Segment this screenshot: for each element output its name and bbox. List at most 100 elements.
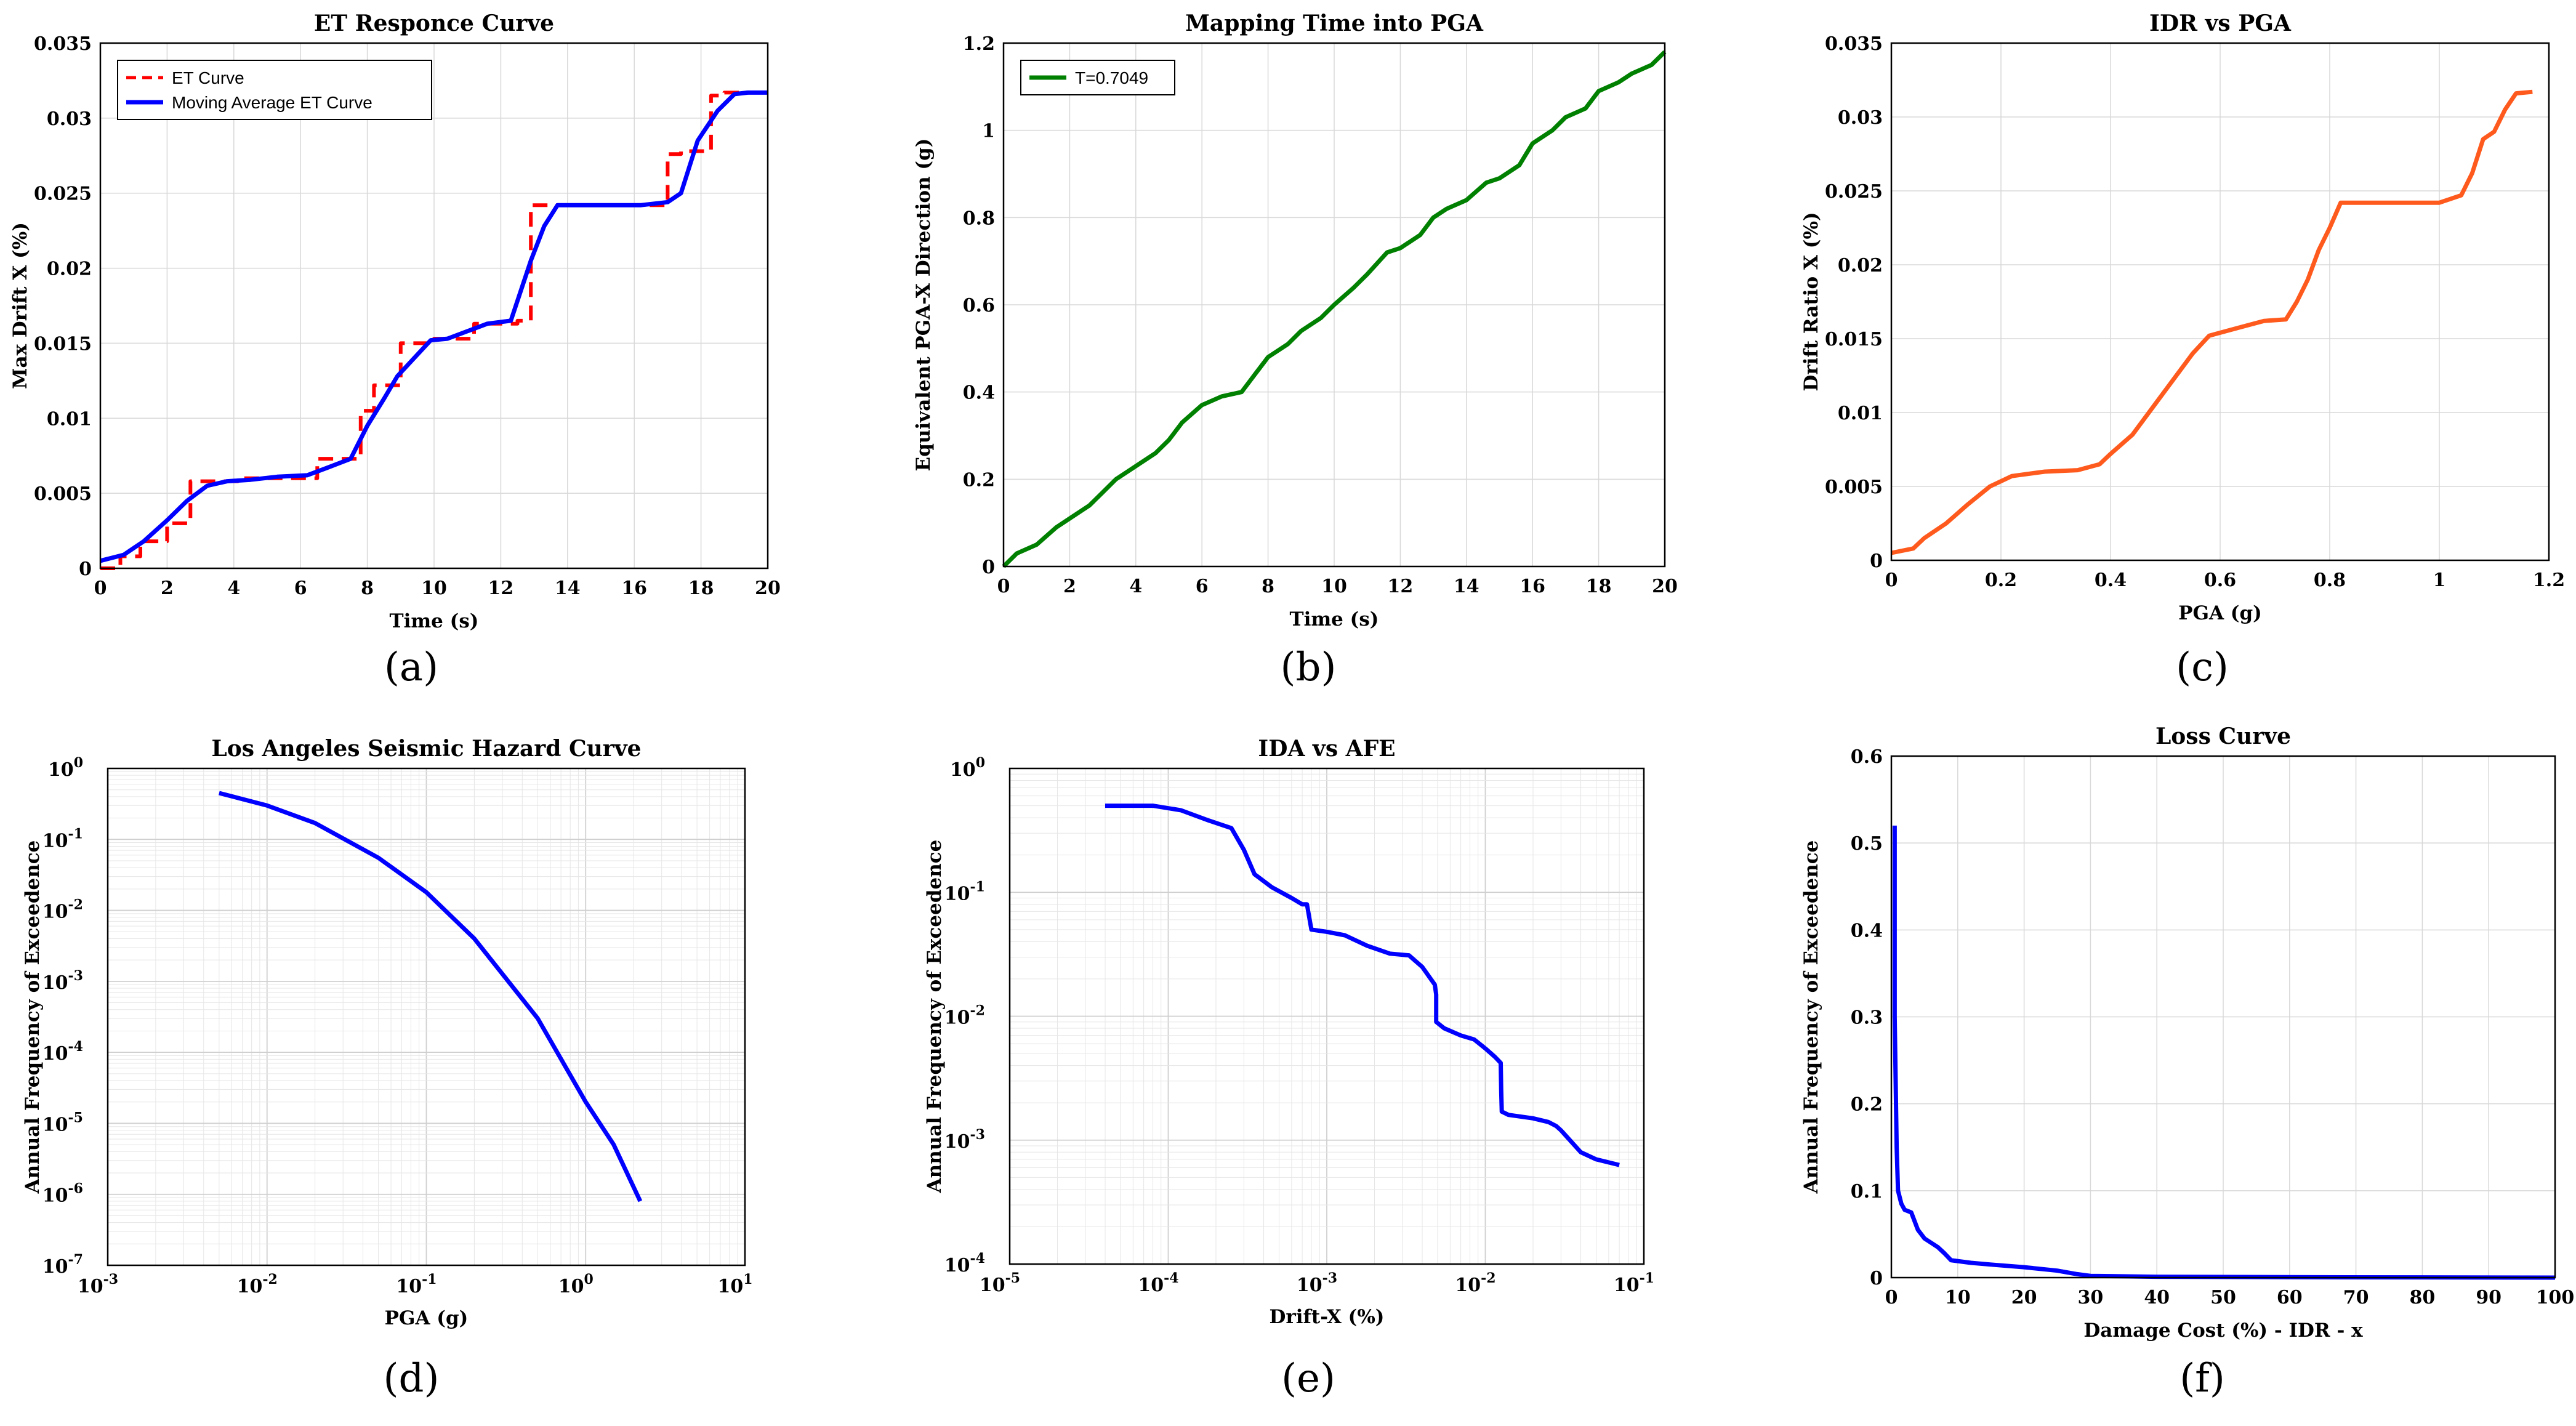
x-axis-label: Damage Cost (%) - IDR - x	[2083, 1319, 2363, 1342]
x-tick-label: 10	[1945, 1287, 1971, 1308]
y-tick-exponent: 0	[976, 755, 985, 771]
x-tick-label: 0.4	[2095, 570, 2127, 591]
chart-title: IDR vs PGA	[2149, 10, 2292, 36]
x-tick-label: 90	[2476, 1287, 2502, 1308]
y-tick-exponent: -5	[68, 1110, 83, 1126]
x-tick-base: 10	[78, 1276, 103, 1297]
series-line-idr	[1891, 89, 2533, 555]
y-tick-label: 0.6	[963, 295, 995, 316]
legend: ET Curve Moving Average ET Curve	[117, 60, 432, 120]
y-tick-label: 1	[982, 121, 995, 142]
x-tick-label: 2	[161, 578, 174, 599]
y-tick-base: 10	[944, 1007, 970, 1029]
axes-frame	[1890, 755, 2556, 1279]
y-tick-exponent: -1	[970, 879, 985, 895]
y-tick-label: 10-7	[42, 1252, 83, 1278]
y-tick-label: 10-1	[42, 826, 83, 852]
y-tick-base: 10	[944, 1131, 970, 1153]
chart-title: ET Responce Curve	[314, 10, 554, 36]
y-axis-label: Drift Ratio X (%)	[1800, 212, 1822, 391]
x-tick-base: 10	[980, 1275, 1005, 1296]
x-tick-label: 10-1	[396, 1271, 437, 1297]
x-axis-label: PGA (g)	[2178, 602, 2262, 624]
y-tick-label: 10-3	[944, 1127, 985, 1153]
y-tick-base: 10	[42, 1114, 68, 1135]
x-tick-label: 18	[688, 578, 714, 599]
x-tick-label: 8	[1262, 576, 1274, 597]
x-tick-label: 10-2	[1455, 1270, 1495, 1296]
x-tick-base: 10	[1455, 1275, 1481, 1296]
x-tick-label: 6	[1196, 576, 1209, 597]
x-tick-exponent: -5	[1005, 1270, 1020, 1286]
chart-title: Mapping Time into PGA	[1185, 10, 1484, 36]
y-tick-label: 0.035	[34, 33, 92, 55]
y-tick-label: 0.5	[1851, 833, 1883, 855]
y-tick-label: 100	[48, 755, 83, 781]
y-tick-base: 10	[42, 1256, 68, 1278]
y-tick-labels: 0 0.2 0.4 0.6 0.8 1 1.2	[963, 33, 995, 578]
y-tick-label: 0	[79, 558, 92, 580]
series-line-loss	[1892, 825, 2556, 1280]
legend-label: Moving Average ET Curve	[172, 93, 372, 112]
x-tick-label: 12	[1388, 576, 1414, 597]
y-tick-base: 10	[42, 901, 68, 923]
x-tick-label: 0	[1885, 570, 1898, 591]
y-tick-exponent: -3	[970, 1127, 985, 1143]
x-axis-label: Time (s)	[390, 610, 479, 632]
x-tick-exponent: -1	[422, 1271, 437, 1287]
x-tick-exponent: -2	[1481, 1270, 1495, 1286]
y-tick-label: 0.3	[1851, 1007, 1883, 1029]
panel-label: (b)	[1281, 645, 1337, 690]
y-tick-base: 10	[42, 1043, 68, 1065]
x-tick-base: 10	[1614, 1275, 1640, 1296]
y-tick-exponent: -2	[970, 1003, 985, 1019]
y-tick-label: 10-5	[42, 1110, 83, 1135]
x-tick-label: 4	[227, 578, 240, 599]
x-tick-exponent: -2	[262, 1271, 277, 1287]
x-tick-label: 8	[361, 578, 374, 599]
y-tick-labels: 0 0.005 0.01 0.015 0.02 0.025 0.03 0.035	[1825, 33, 1883, 572]
y-tick-exponent: -4	[68, 1039, 83, 1055]
y-axis-label: Annual Frequency of Exceedence	[22, 840, 44, 1194]
x-axis-label: Time (s)	[1290, 608, 1379, 630]
y-tick-label: 0.2	[1851, 1094, 1883, 1116]
y-tick-labels: 0 0.005 0.01 0.015 0.02 0.025 0.03 0.035	[34, 33, 92, 580]
y-tick-exponent: -6	[68, 1181, 83, 1197]
y-tick-label: 10-4	[42, 1039, 83, 1065]
x-tick-label: 1	[2433, 570, 2446, 591]
panel-c: 0 0.2 0.4 0.6 0.8 1 1.2 0 0.005 0.01 0.015 0.02 0.02…	[1800, 10, 2565, 690]
x-tick-label: 10-3	[1297, 1270, 1337, 1296]
y-tick-exponent: 0	[74, 755, 83, 771]
y-tick-labels: 0 0.1 0.2 0.3 0.4 0.5 0.6	[1851, 746, 1883, 1289]
x-tick-label: 10-5	[980, 1270, 1020, 1296]
y-tick-label: 0	[982, 557, 995, 578]
x-tick-label: 80	[2410, 1287, 2436, 1308]
x-tick-label: 30	[2078, 1287, 2104, 1308]
x-tick-label: 0.8	[2314, 570, 2346, 591]
x-tick-label: 10-3	[78, 1271, 118, 1297]
x-tick-base: 10	[717, 1276, 743, 1297]
x-tick-exponent: 0	[584, 1271, 593, 1287]
grid	[1891, 755, 2556, 1278]
legend-label: T=0.7049	[1075, 68, 1148, 87]
series-line-t-0-7049	[1002, 50, 1667, 568]
panel-label: (f)	[2180, 1356, 2225, 1401]
y-tick-label: 0.1	[1851, 1181, 1883, 1202]
y-tick-label: 0.4	[963, 382, 995, 404]
x-tick-label: 0	[94, 578, 107, 599]
x-tick-label: 101	[717, 1271, 752, 1297]
y-axis-label: Annual Frequency of Exceedence	[1800, 840, 1822, 1194]
x-tick-exponent: -3	[1322, 1270, 1337, 1286]
y-tick-exponent: -2	[68, 897, 83, 913]
y-tick-label: 0.8	[963, 207, 995, 229]
x-tick-label: 10-4	[1138, 1270, 1178, 1296]
x-tick-label: 4	[1129, 576, 1142, 597]
x-tick-label: 60	[2277, 1287, 2303, 1308]
x-tick-label: 14	[1454, 576, 1479, 597]
x-tick-label: 14	[555, 578, 581, 599]
y-tick-label: 0.4	[1851, 920, 1883, 941]
x-axis-label: Drift-X (%)	[1270, 1306, 1385, 1328]
